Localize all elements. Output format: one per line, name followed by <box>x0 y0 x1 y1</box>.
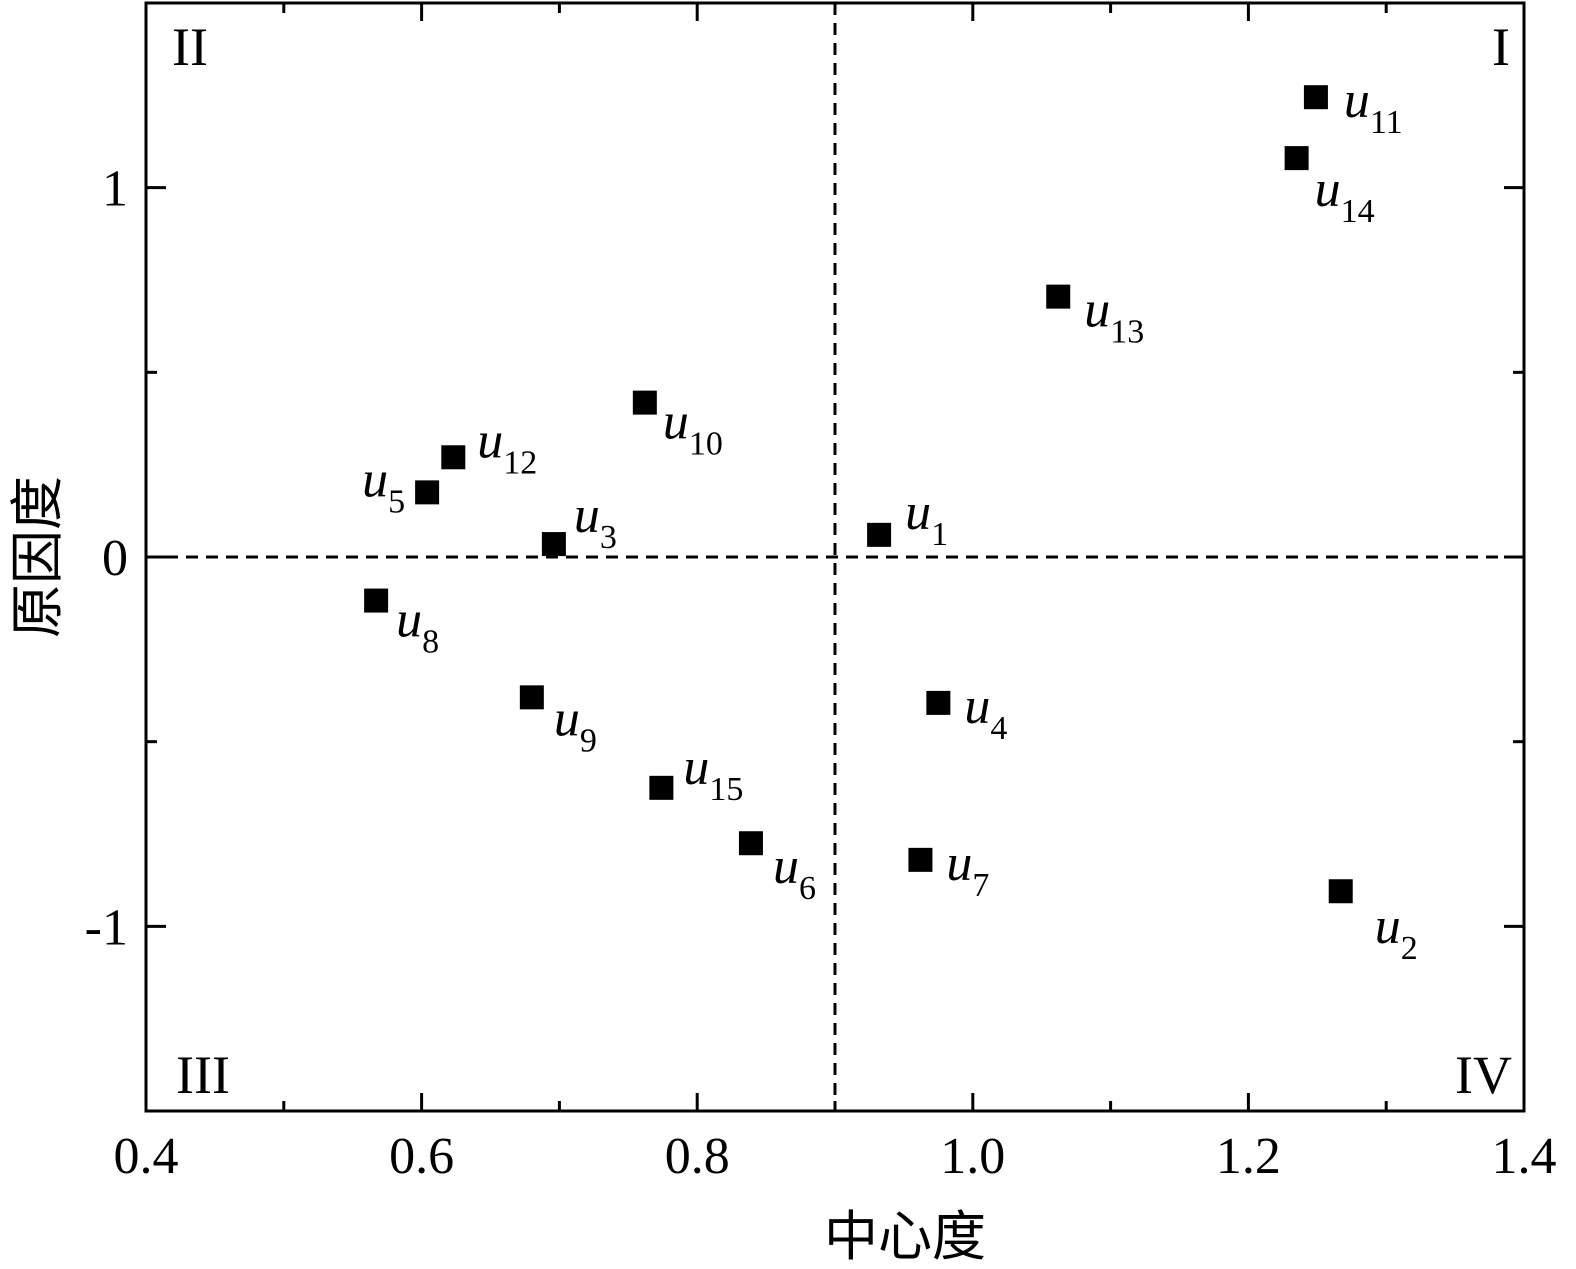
x-tick-label: 0.8 <box>665 1128 730 1185</box>
point-label-u13: u13 <box>1084 282 1144 351</box>
plot-layer: 0.4 0.6 0.8 1.0 1.2 1.4 1 0 -1 u1 u2 u3 u4 u5 u6 u7 u8 u9… <box>85 3 1557 1185</box>
data-point-u9 <box>519 685 544 710</box>
plot-frame <box>144 1 1526 1113</box>
data-point-u1 <box>867 522 892 547</box>
x-tick-label: 1.2 <box>1216 1128 1281 1185</box>
quadrant-label-i: I <box>1492 17 1510 77</box>
data-point-u10 <box>632 390 657 415</box>
x-tick-label: 0.6 <box>389 1128 454 1185</box>
point-label-u5: u5 <box>362 451 405 520</box>
y-tick-label: -1 <box>85 899 128 956</box>
x-tick-label: 1.0 <box>940 1128 1005 1185</box>
data-point-u7 <box>908 847 933 872</box>
data-point-u12 <box>441 445 466 470</box>
point-label-u15: u15 <box>683 739 743 808</box>
point-label-u1: u1 <box>905 484 948 553</box>
data-point-u2 <box>1328 879 1353 904</box>
data-point-u11 <box>1303 85 1328 110</box>
quadrant-label-iv: IV <box>1455 1045 1512 1105</box>
data-point-u4 <box>926 690 951 715</box>
point-label-u10: u10 <box>663 394 723 463</box>
data-point-u6 <box>738 831 763 856</box>
data-point-u13 <box>1046 284 1071 309</box>
point-label-u2: u2 <box>1375 898 1418 967</box>
point-label-u4: u4 <box>964 678 1007 747</box>
point-label-u3: u3 <box>574 487 617 556</box>
data-point-u8 <box>364 588 389 613</box>
quadrant-label-iii: III <box>176 1045 230 1105</box>
y-tick-label: 1 <box>102 161 128 218</box>
x-tick-label: 1.4 <box>1492 1128 1557 1185</box>
data-point-u3 <box>541 532 566 557</box>
y-tick-label: 0 <box>102 530 128 587</box>
point-label-u11: u11 <box>1344 72 1403 141</box>
quadrant-label-ii: II <box>172 17 208 77</box>
x-axis-title: 中心度 <box>824 1205 986 1268</box>
x-tick-label: 0.4 <box>114 1128 179 1185</box>
point-label-u7: u7 <box>946 835 989 904</box>
data-point-u15 <box>649 775 674 800</box>
point-label-u14: u14 <box>1315 161 1375 230</box>
data-point-u5 <box>415 480 440 505</box>
point-label-u9: u9 <box>554 690 597 759</box>
point-label-u8: u8 <box>396 592 439 661</box>
point-label-u6: u6 <box>773 838 816 907</box>
data-point-u14 <box>1284 146 1309 171</box>
y-axis-title: 原因度 <box>6 476 69 638</box>
point-label-u12: u12 <box>477 412 537 481</box>
